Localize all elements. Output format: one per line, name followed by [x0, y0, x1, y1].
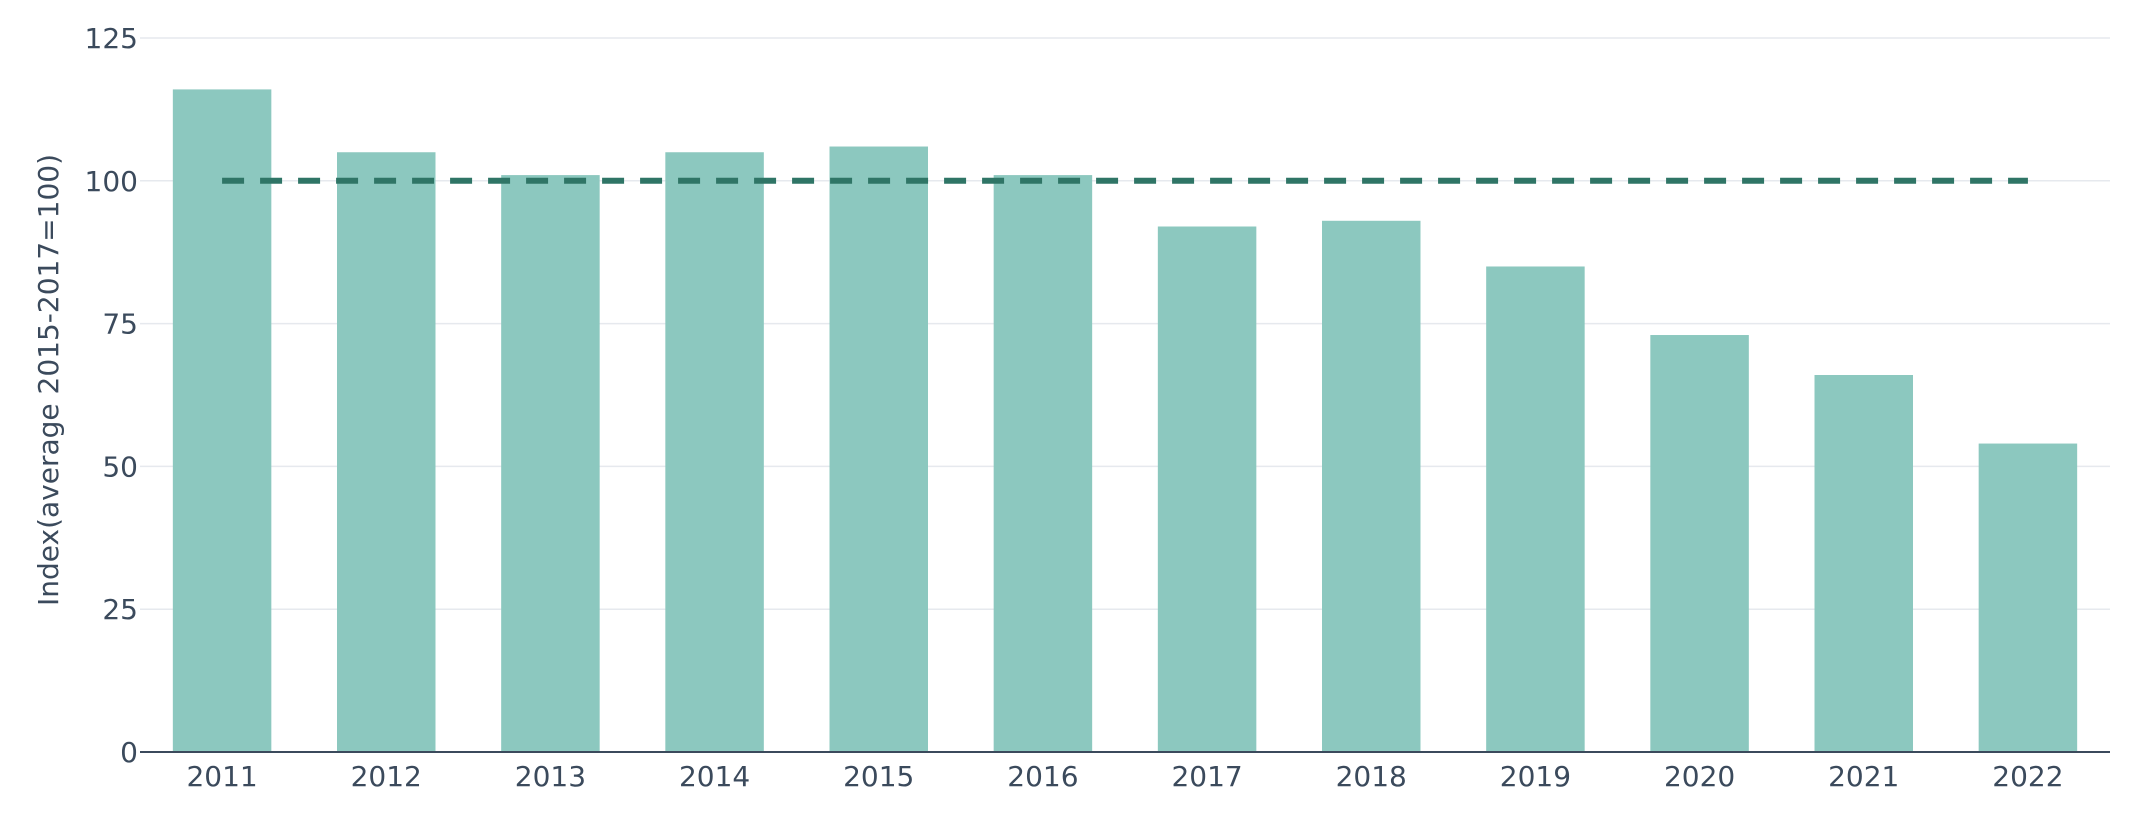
y-tick-label: 125: [85, 22, 138, 55]
bar-2022: [1978, 443, 2078, 752]
x-tick-label: 2020: [1664, 760, 1735, 793]
bars: [172, 89, 2078, 753]
bar-2014: [665, 152, 764, 753]
x-tick-label: 2014: [679, 760, 750, 793]
bar-2017: [1157, 226, 1257, 753]
bar-2011: [172, 89, 272, 752]
x-tick-label: 2016: [1007, 760, 1078, 793]
y-tick-label: 75: [102, 308, 138, 341]
x-tick-label: 2013: [515, 760, 586, 793]
y-tick-label: 50: [102, 450, 138, 483]
x-tick-label: 2011: [186, 760, 257, 793]
x-tick-label: 2012: [351, 760, 422, 793]
y-tick-label: 100: [85, 165, 138, 198]
bar-2013: [501, 175, 600, 752]
y-tick-label: 0: [120, 736, 138, 769]
bar-2012: [337, 152, 436, 753]
x-tick-label: 2021: [1828, 760, 1899, 793]
x-tick-label: 2015: [843, 760, 914, 793]
bar-2016: [993, 175, 1093, 752]
y-tick-label: 25: [102, 593, 138, 626]
x-tick-label: 2017: [1171, 760, 1242, 793]
bar-2019: [1486, 266, 1585, 752]
tick-labels: 0 25 50 75 100 125 2011 2012 2013 2014 2015 2016 201…: [85, 22, 2064, 793]
bar-2021: [1814, 375, 1913, 752]
x-tick-label: 2019: [1500, 760, 1571, 793]
bar-2018: [1322, 220, 1421, 752]
y-axis-title: Index(average 2015-2017=100): [32, 154, 65, 606]
x-tick-label: 2022: [1992, 760, 2063, 793]
bar-2015: [829, 146, 928, 752]
bar-2020: [1650, 335, 1749, 752]
x-tick-label: 2018: [1336, 760, 1407, 793]
